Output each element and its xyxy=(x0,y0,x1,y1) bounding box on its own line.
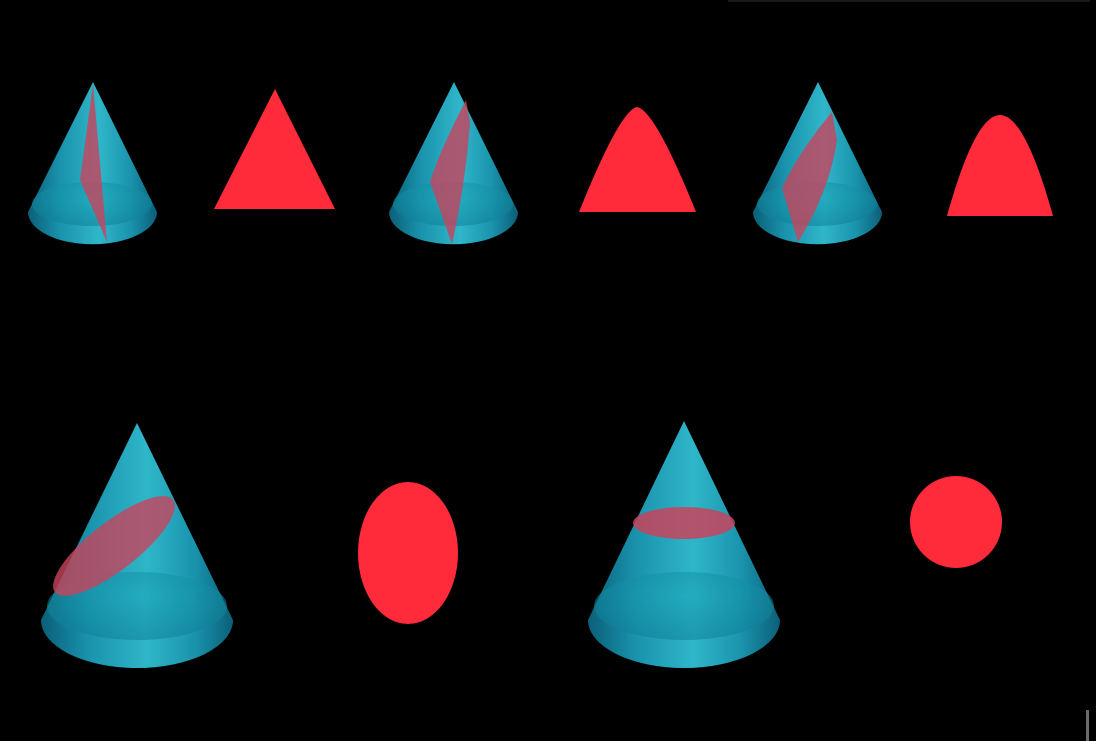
top-edge-line xyxy=(728,0,1090,2)
section-triangle xyxy=(214,89,335,209)
section-on-cone-5 xyxy=(633,507,735,539)
section-circle xyxy=(910,476,1002,568)
cone-base-inner xyxy=(47,572,227,640)
section-ellipse xyxy=(358,482,458,624)
cone-5 xyxy=(588,421,780,668)
section-on-cone-3 xyxy=(782,112,837,242)
section-parabola-region xyxy=(947,115,1053,216)
section-on-cone-2 xyxy=(430,100,470,244)
section-on-cone-4 xyxy=(53,496,175,596)
section-on-cone-1 xyxy=(80,84,107,242)
scroll-indicator xyxy=(1086,710,1089,741)
cone-base-inner xyxy=(594,572,774,640)
section-hyperbola-region xyxy=(579,107,696,212)
